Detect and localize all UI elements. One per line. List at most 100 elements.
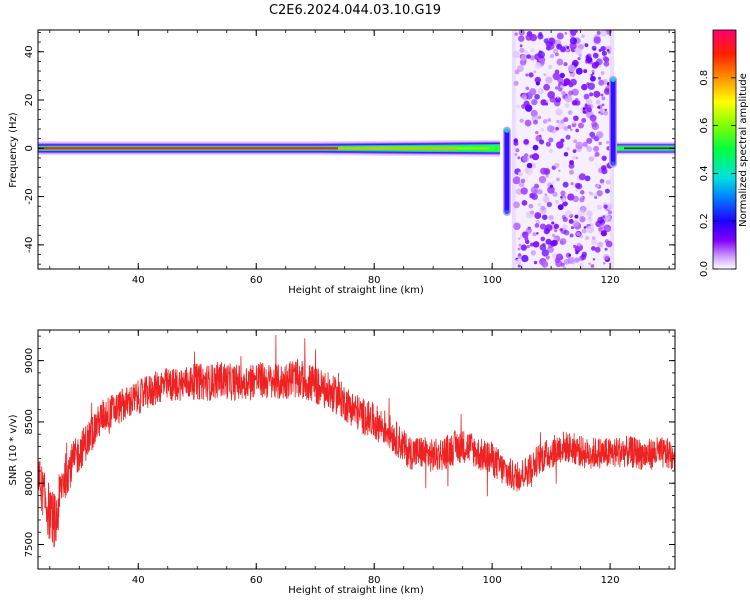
noise-dot [583, 93, 590, 100]
edge-feature-tip [504, 209, 510, 215]
noise-dot [575, 188, 579, 192]
noise-dot [575, 141, 584, 150]
noise-dot [529, 192, 536, 199]
noise-dot [543, 228, 550, 235]
noise-dot [600, 30, 607, 37]
noise-dot [577, 56, 581, 61]
noise-dot [544, 193, 548, 197]
noise-dot [600, 230, 607, 237]
edge-feature-core [610, 77, 616, 166]
noise-dot [579, 107, 584, 111]
carrier-right-core [624, 147, 675, 150]
noise-dot [533, 70, 537, 74]
noise-dot [545, 174, 549, 178]
snr-xtick-label: 120 [601, 575, 620, 586]
noise-dot [519, 44, 523, 48]
noise-dot [587, 216, 593, 223]
noise-dot [519, 118, 524, 123]
colorbar-tick-label: 0.8 [699, 70, 710, 86]
colorbar-tick-label: 0.4 [699, 165, 710, 181]
noise-dot [585, 235, 590, 241]
noise-dot [539, 139, 545, 145]
noise-dot [552, 48, 559, 54]
noise-dot [605, 179, 611, 185]
noise-dot [558, 87, 563, 92]
noise-dot [584, 43, 589, 48]
noise-dot [517, 156, 521, 160]
noise-dot [581, 83, 588, 91]
noise-dot [536, 232, 539, 235]
noise-dot [581, 251, 587, 257]
noise-dot [561, 224, 568, 231]
noise-dot [560, 195, 563, 199]
snr-xtick-label: 80 [368, 575, 381, 586]
noise-dot [559, 227, 563, 232]
noise-dot [600, 108, 604, 113]
spectrogram-ylabel: Frequency (Hz) [8, 112, 19, 188]
noise-dot [573, 115, 579, 122]
noise-dot [568, 218, 574, 224]
noise-dot [571, 155, 577, 160]
noise-dot [528, 203, 534, 209]
noise-dot [556, 119, 560, 124]
noise-dot [563, 117, 569, 123]
noise-dot [526, 54, 531, 59]
noise-dot [577, 209, 586, 218]
noise-dot [513, 176, 521, 183]
noise-dot [521, 94, 527, 101]
noise-dot [562, 197, 567, 202]
noise-dot [570, 34, 575, 39]
noise-dot [585, 60, 588, 64]
noise-dot [520, 244, 527, 251]
noise-dot [529, 88, 537, 96]
noise-dot [529, 242, 534, 247]
noise-dot [562, 216, 568, 223]
snr-ytick-label: 7500 [24, 532, 35, 557]
noise-dot [559, 238, 567, 245]
noise-dot [537, 51, 545, 59]
spectrogram-panel: 40 60 80 100 120 -40 -20 0 20 40 Height of straig… [8, 29, 676, 296]
noise-dot [564, 94, 573, 103]
noise-dot [592, 236, 596, 240]
noise-dot [559, 72, 565, 79]
noise-dot [570, 182, 574, 186]
noise-dot [513, 80, 519, 86]
noise-dot [554, 257, 560, 263]
noise-dot [563, 82, 568, 87]
noise-dot [602, 55, 608, 62]
noise-dot [545, 238, 552, 245]
noise-dot [517, 247, 521, 251]
noise-dot [547, 64, 553, 70]
noise-dot [556, 177, 560, 182]
noise-dot [586, 107, 592, 113]
noise-dot [581, 228, 587, 234]
noise-dot [537, 189, 543, 195]
noise-dot [545, 102, 549, 106]
noise-dot [556, 32, 564, 40]
noise-dot [546, 201, 553, 208]
noise-dot [543, 83, 550, 91]
spectrogram-xtick-label: 100 [483, 275, 502, 286]
noise-dot [522, 155, 530, 163]
spectrogram-ytick-label: -20 [24, 188, 35, 204]
noise-dot [517, 254, 523, 260]
noise-dot [518, 237, 521, 240]
noise-dot [578, 173, 586, 181]
noise-dot [520, 53, 528, 61]
noise-dot [533, 260, 538, 265]
noise-dot [515, 148, 520, 153]
noise-dot [533, 183, 540, 189]
noise-dot [549, 53, 555, 59]
noise-dot [528, 72, 534, 78]
noise-dot [551, 233, 555, 237]
noise-dot [582, 141, 588, 147]
noise-dot [600, 71, 605, 75]
edge-feature-tip [610, 77, 616, 83]
noise-dot [530, 210, 535, 215]
noise-dot [532, 241, 540, 248]
noise-dot [548, 137, 554, 143]
noise-dot [553, 223, 560, 230]
noise-dot [554, 52, 559, 57]
noise-dot [596, 241, 604, 248]
noise-dot [606, 49, 610, 52]
